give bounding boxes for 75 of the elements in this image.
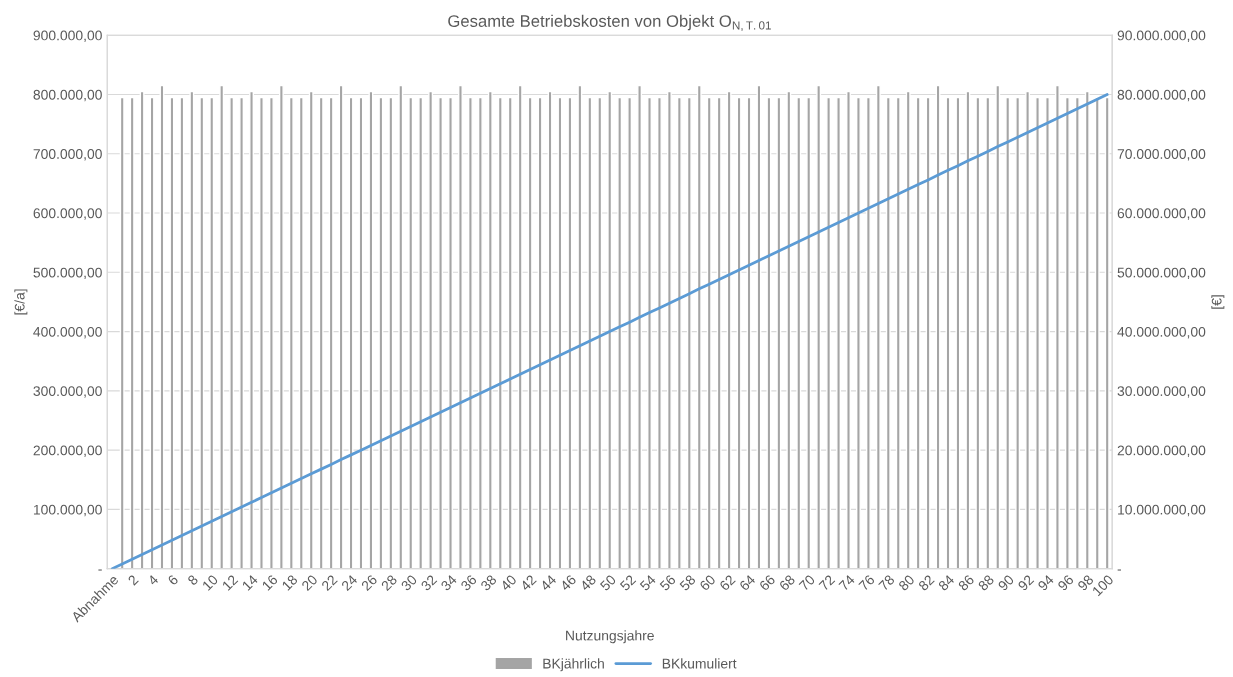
x-tick-label: 60 — [699, 574, 717, 592]
x-tick-label: 46 — [559, 574, 577, 592]
y2-tick-label: 40.000.000,00 — [1117, 326, 1206, 339]
x-tick-label: 64 — [738, 574, 756, 592]
x-tick-label: 52 — [619, 574, 637, 592]
y-tick-label: 300.000,00 — [33, 386, 102, 398]
x-tick-label: 86 — [957, 574, 975, 592]
y2-tick-label: 90.000.000,00 — [1117, 30, 1206, 43]
x-tick-label: 88 — [977, 574, 995, 592]
y2-tick-label: 60.000.000,00 — [1117, 208, 1206, 220]
x-tick-label: 96 — [1057, 574, 1075, 592]
x-tick-label: 10 — [201, 574, 219, 591]
x-tick-label: 38 — [480, 574, 498, 592]
x-tick-label: 66 — [758, 574, 776, 592]
x-axis-title: Nutzungsjahre — [566, 630, 654, 644]
y2-tick-label: 80.000.000,00 — [1117, 89, 1206, 102]
chart-title: Gesamte Betriebskosten von Objekt O$_{N,T.01}$ — [448, 14, 771, 31]
y-tick-label: 700.000,00 — [33, 149, 102, 161]
x-tick-label: 34 — [440, 574, 458, 592]
legend-label: BKkumuliert — [662, 658, 737, 669]
x-tick-label: 26 — [360, 574, 378, 592]
y2-tick-label: 50.000.000,00 — [1117, 267, 1206, 280]
x-tick-label: 84 — [937, 574, 955, 592]
x-tick-label: 44 — [539, 574, 557, 592]
x-tick-label: 56 — [659, 574, 677, 592]
y2-tick-label: 70.000.000,00 — [1117, 149, 1206, 161]
x-tick-label: 42 — [519, 574, 537, 592]
x-tick-label: 48 — [579, 574, 597, 592]
y-axis-title: [€/a] — [14, 289, 28, 315]
x-tick-label: 92 — [1017, 574, 1035, 592]
x-tick-label: 18 — [281, 574, 299, 591]
x-tick-label: 16 — [261, 574, 279, 591]
x-tick-label: 62 — [718, 574, 736, 592]
y-tick-label: 100.000,00 — [33, 504, 102, 517]
x-tick-label: 36 — [460, 574, 478, 592]
y-tick-label: 800.000,00 — [33, 89, 102, 102]
y-tick-label: 500.000,00 — [33, 267, 102, 280]
y-tick-label: 600.000,00 — [33, 208, 102, 220]
x-tick-label: 28 — [380, 574, 398, 592]
x-tick-label: 22 — [320, 574, 338, 592]
x-tick-label: 30 — [400, 574, 418, 592]
x-tick-label: 82 — [917, 574, 935, 592]
x-tick-label: 54 — [639, 574, 657, 592]
x-tick-label: 40 — [499, 574, 518, 592]
x-tick-label: 76 — [858, 574, 876, 592]
x-tick-label: 70 — [798, 574, 816, 592]
x-tick-label: 20 — [301, 574, 319, 592]
y2-axis-title: [€] — [1211, 295, 1225, 309]
x-tick-label: 14 — [241, 574, 259, 591]
x-tick-label: 8 — [187, 574, 199, 586]
x-tick-label: 68 — [778, 574, 796, 592]
y2-tick-label: 10.000.000,00 — [1118, 504, 1206, 517]
y2-tick-label: - — [1117, 569, 1122, 571]
x-tick-label: 24 — [340, 574, 358, 592]
y2-tick-label: 30.000.000,00 — [1117, 386, 1206, 398]
x-tick-label: 4 — [147, 574, 159, 586]
y-tick-label: 900.000,00 — [33, 30, 102, 43]
x-tick-label: 12 — [221, 574, 239, 591]
x-tick-label: 90 — [997, 574, 1015, 592]
x-tick-label: 2 — [127, 574, 139, 586]
x-tick-label: 6 — [167, 574, 179, 586]
x-tick-label: 58 — [679, 574, 697, 592]
x-tick-label: 74 — [838, 574, 856, 592]
y2-tick-label: 20.000.000,00 — [1117, 445, 1206, 457]
line-series — [110, 93, 1109, 569]
x-tick-label: 78 — [878, 574, 896, 592]
x-tick-label: 80 — [897, 574, 916, 592]
x-tick-label: 94 — [1037, 574, 1055, 592]
x-tick-label: 50 — [599, 574, 617, 592]
y-tick-label: 200.000,00 — [33, 445, 102, 457]
x-tick-label: 72 — [818, 574, 836, 592]
legend-label: BKjährlich — [543, 658, 604, 672]
y-tick-label: 400.000,00 — [33, 326, 102, 339]
y-tick-label: - — [98, 569, 102, 571]
x-tick-label: 32 — [420, 574, 438, 592]
